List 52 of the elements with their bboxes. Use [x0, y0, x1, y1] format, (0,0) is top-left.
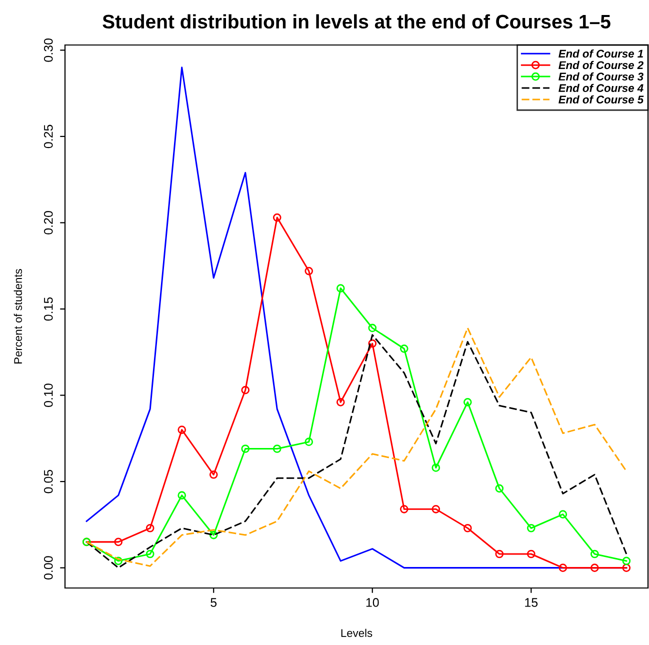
- point: [622, 556, 631, 566]
- point: [463, 398, 472, 406]
- point: [400, 344, 408, 353]
- point: [304, 438, 314, 446]
- point: [272, 444, 282, 453]
- point: [368, 324, 377, 332]
- point: [495, 484, 504, 493]
- x-tick-label: 5: [210, 598, 217, 607]
- point: [463, 524, 472, 532]
- point: [304, 266, 314, 276]
- legend-label: End of Course 3: [558, 72, 644, 81]
- y-tick-label: 0.10: [44, 384, 53, 407]
- legend-label: End of Course 2: [558, 60, 644, 70]
- point: [622, 564, 631, 572]
- x-tick-label: 10: [366, 598, 379, 607]
- point: [590, 550, 599, 558]
- x-axis-title: Levels: [341, 628, 372, 637]
- y-tick-label: 0.15: [44, 297, 53, 321]
- point: [241, 386, 250, 394]
- point: [495, 550, 504, 558]
- point: [114, 556, 123, 566]
- point: [336, 398, 345, 406]
- point: [526, 550, 536, 558]
- y-tick-label: 0.00: [44, 556, 53, 580]
- point: [178, 426, 186, 434]
- y-tick-label: 0.20: [44, 211, 53, 234]
- point: [146, 524, 154, 532]
- legend-label: End of Course 1: [558, 49, 643, 58]
- chart-title: Student distribution in levels at the end of Courses 1–5: [102, 14, 610, 29]
- y-tick-label: 0.25: [44, 124, 53, 148]
- point: [558, 510, 568, 518]
- point: [432, 504, 440, 514]
- point: [114, 538, 123, 546]
- point: [209, 470, 218, 479]
- legend-label: End of Course 5: [558, 95, 644, 104]
- point: [209, 530, 218, 540]
- point: [432, 464, 440, 472]
- point: [146, 550, 154, 558]
- point: [368, 339, 377, 348]
- point: [241, 444, 250, 453]
- point: [590, 564, 599, 572]
- y-tick-label: 0.05: [44, 470, 53, 494]
- point: [272, 213, 282, 222]
- y-axis-title: Percent of students: [14, 269, 22, 364]
- x-tick-label: 15: [525, 598, 538, 607]
- point: [400, 504, 408, 514]
- point: [526, 524, 536, 532]
- point: [178, 491, 186, 500]
- legend-label: End of Course 4: [558, 84, 644, 92]
- point: [336, 284, 345, 292]
- point: [558, 564, 568, 572]
- y-tick-label: 0.30: [44, 38, 53, 62]
